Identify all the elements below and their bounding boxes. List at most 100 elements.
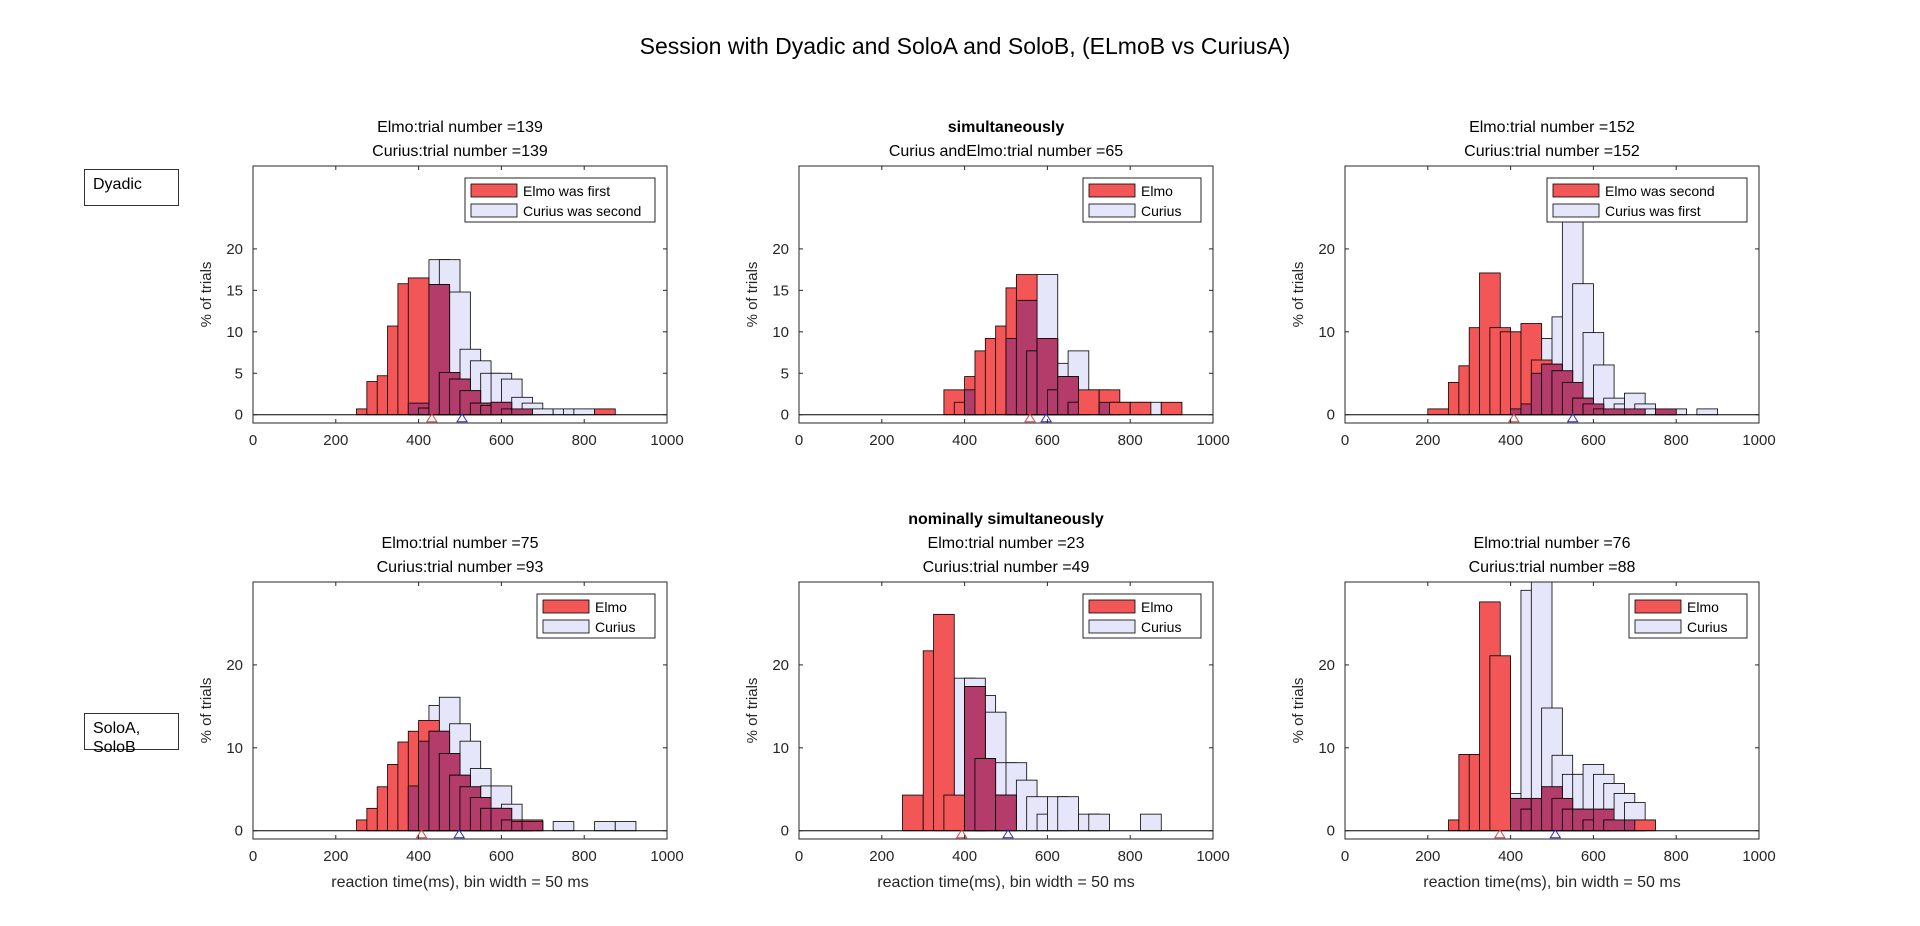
- legend-label: Curius: [1687, 619, 1727, 635]
- mean-marker-curius: [1002, 828, 1014, 839]
- bar-elmo: [1160, 401, 1183, 416]
- bar-overlap: [995, 794, 1017, 832]
- legend-label: Curius: [1141, 203, 1181, 219]
- mean-marker-curius: [453, 828, 466, 839]
- panel-title-line: Elmo:trial number =75: [382, 535, 539, 552]
- y-tick-label: 0: [235, 823, 243, 840]
- y-tick-label: 20: [226, 657, 243, 674]
- row-label-solo-line2: SoloB: [93, 739, 136, 756]
- bar-overlap: [974, 758, 997, 832]
- y-tick-label: 10: [772, 324, 789, 341]
- y-tick-label: 5: [781, 365, 789, 382]
- mean-marker-curius: [1549, 828, 1562, 839]
- x-axis-label: reaction time(ms), bin width = 50 ms: [877, 874, 1134, 891]
- x-tick-label: 1000: [650, 432, 683, 449]
- bar-curius: [1696, 408, 1719, 416]
- x-tick-label: 200: [869, 432, 894, 449]
- y-tick-label: 15: [772, 282, 789, 299]
- panel-title-line: Elmo:trial number =76: [1474, 535, 1631, 552]
- y-axis-label: % of trials: [1290, 678, 1307, 744]
- panel-title-line: Elmo:trial number =152: [1469, 119, 1635, 136]
- x-axis-label: reaction time(ms), bin width = 50 ms: [331, 874, 588, 891]
- bar-elmo: [1129, 401, 1152, 416]
- axes-frame: [798, 581, 1214, 840]
- row-label-solo-line1: SoloA,: [93, 720, 141, 737]
- bar-curius: [552, 821, 575, 832]
- x-tick-label: 600: [1581, 848, 1606, 865]
- panel-title-line: Curius:trial number =88: [1469, 559, 1636, 576]
- y-tick-label: 10: [226, 740, 243, 757]
- panel-title-line: Elmo:trial number =23: [928, 535, 1085, 552]
- y-tick-label: 20: [1318, 657, 1335, 674]
- y-axis-label: % of trials: [744, 678, 761, 744]
- mean-marker-elmo: [415, 828, 428, 839]
- x-tick-label: 0: [1341, 432, 1349, 449]
- legend-label: Curius was second: [523, 203, 641, 219]
- panel-title-line: Curius:trial number =139: [372, 143, 548, 160]
- mean-marker-elmo: [1024, 412, 1036, 423]
- bar-curius: [1057, 796, 1079, 832]
- panel-title-bold: nominally simultaneously: [908, 511, 1104, 528]
- x-tick-label: 800: [572, 848, 597, 865]
- y-tick-label: 0: [1327, 823, 1335, 840]
- x-tick-label: 1000: [1742, 432, 1775, 449]
- row-label-dyadic: Dyadic: [84, 169, 179, 206]
- mean-marker-elmo: [1493, 828, 1506, 839]
- chart-panel-solo-left: 0 200 400 600 800 1000 0 10 20 % of trials reactio…: [198, 535, 684, 891]
- y-axis-label: % of trials: [198, 262, 215, 328]
- axes-frame: [798, 165, 1214, 424]
- bar-overlap: [511, 408, 533, 416]
- bar-overlap: [1624, 408, 1646, 416]
- bar-curius: [1140, 813, 1162, 832]
- panel-title-bold: simultaneously: [948, 119, 1065, 136]
- bar-curius: [573, 408, 595, 416]
- y-tick-label: 20: [1318, 241, 1335, 258]
- panel-title-line: Elmo:trial number =139: [377, 119, 543, 136]
- bar-curius: [532, 408, 554, 416]
- x-tick-label: 400: [1498, 432, 1523, 449]
- x-tick-label: 200: [1415, 848, 1440, 865]
- y-tick-label: 0: [235, 407, 243, 424]
- legend-label: Curius: [595, 619, 635, 635]
- x-tick-label: 200: [869, 848, 894, 865]
- bar-elmo: [407, 277, 430, 416]
- row-label-solo: SoloA, SoloB: [84, 713, 179, 756]
- chart-panel-solo-right: 0 200 400 600 800 1000 0 10 20 % of trials reactio…: [1290, 535, 1776, 891]
- figure-title: Session with Dyadic and SoloA and SoloB,…: [640, 33, 1291, 59]
- mean-marker-curius: [456, 412, 468, 423]
- y-tick-label: 10: [1318, 740, 1335, 757]
- bar-elmo: [1489, 655, 1512, 832]
- legend: Elmo Curius: [1082, 177, 1202, 223]
- x-tick-label: 400: [406, 848, 431, 865]
- legend-swatch: [1088, 183, 1136, 198]
- y-tick-label: 0: [1327, 407, 1335, 424]
- bar-overlap: [1603, 408, 1625, 416]
- x-tick-label: 600: [489, 848, 514, 865]
- x-tick-label: 1000: [650, 848, 683, 865]
- x-tick-label: 0: [249, 848, 257, 865]
- legend-swatch: [470, 183, 518, 198]
- bar-overlap: [1655, 408, 1677, 416]
- mean-marker-elmo: [425, 412, 438, 423]
- legend-swatch: [1088, 619, 1136, 634]
- panel-title-line: Curius:trial number =93: [377, 559, 544, 576]
- chart-panel-dyadic-middle: 0 200 400 600 800 1000 0 5 10 15 20 % of trials simu…: [744, 119, 1230, 449]
- y-tick-label: 10: [772, 740, 789, 757]
- axes-frame: [252, 165, 668, 424]
- x-tick-label: 200: [323, 848, 348, 865]
- legend-swatch: [1088, 203, 1136, 218]
- legend-swatch: [542, 619, 590, 634]
- axes-frame: [1344, 165, 1760, 424]
- legend-label: Elmo was second: [1605, 183, 1715, 199]
- legend: Elmo Curius: [1628, 593, 1748, 639]
- y-tick-label: 20: [772, 241, 789, 258]
- legend-swatch: [470, 203, 518, 218]
- legend-label: Curius: [1141, 619, 1181, 635]
- bar-elmo: [1078, 389, 1100, 416]
- legend-label: Elmo was first: [523, 183, 610, 199]
- x-tick-label: 200: [323, 432, 348, 449]
- y-tick-label: 0: [781, 407, 789, 424]
- legend-label: Elmo: [595, 599, 627, 615]
- bar-elmo: [1109, 401, 1131, 416]
